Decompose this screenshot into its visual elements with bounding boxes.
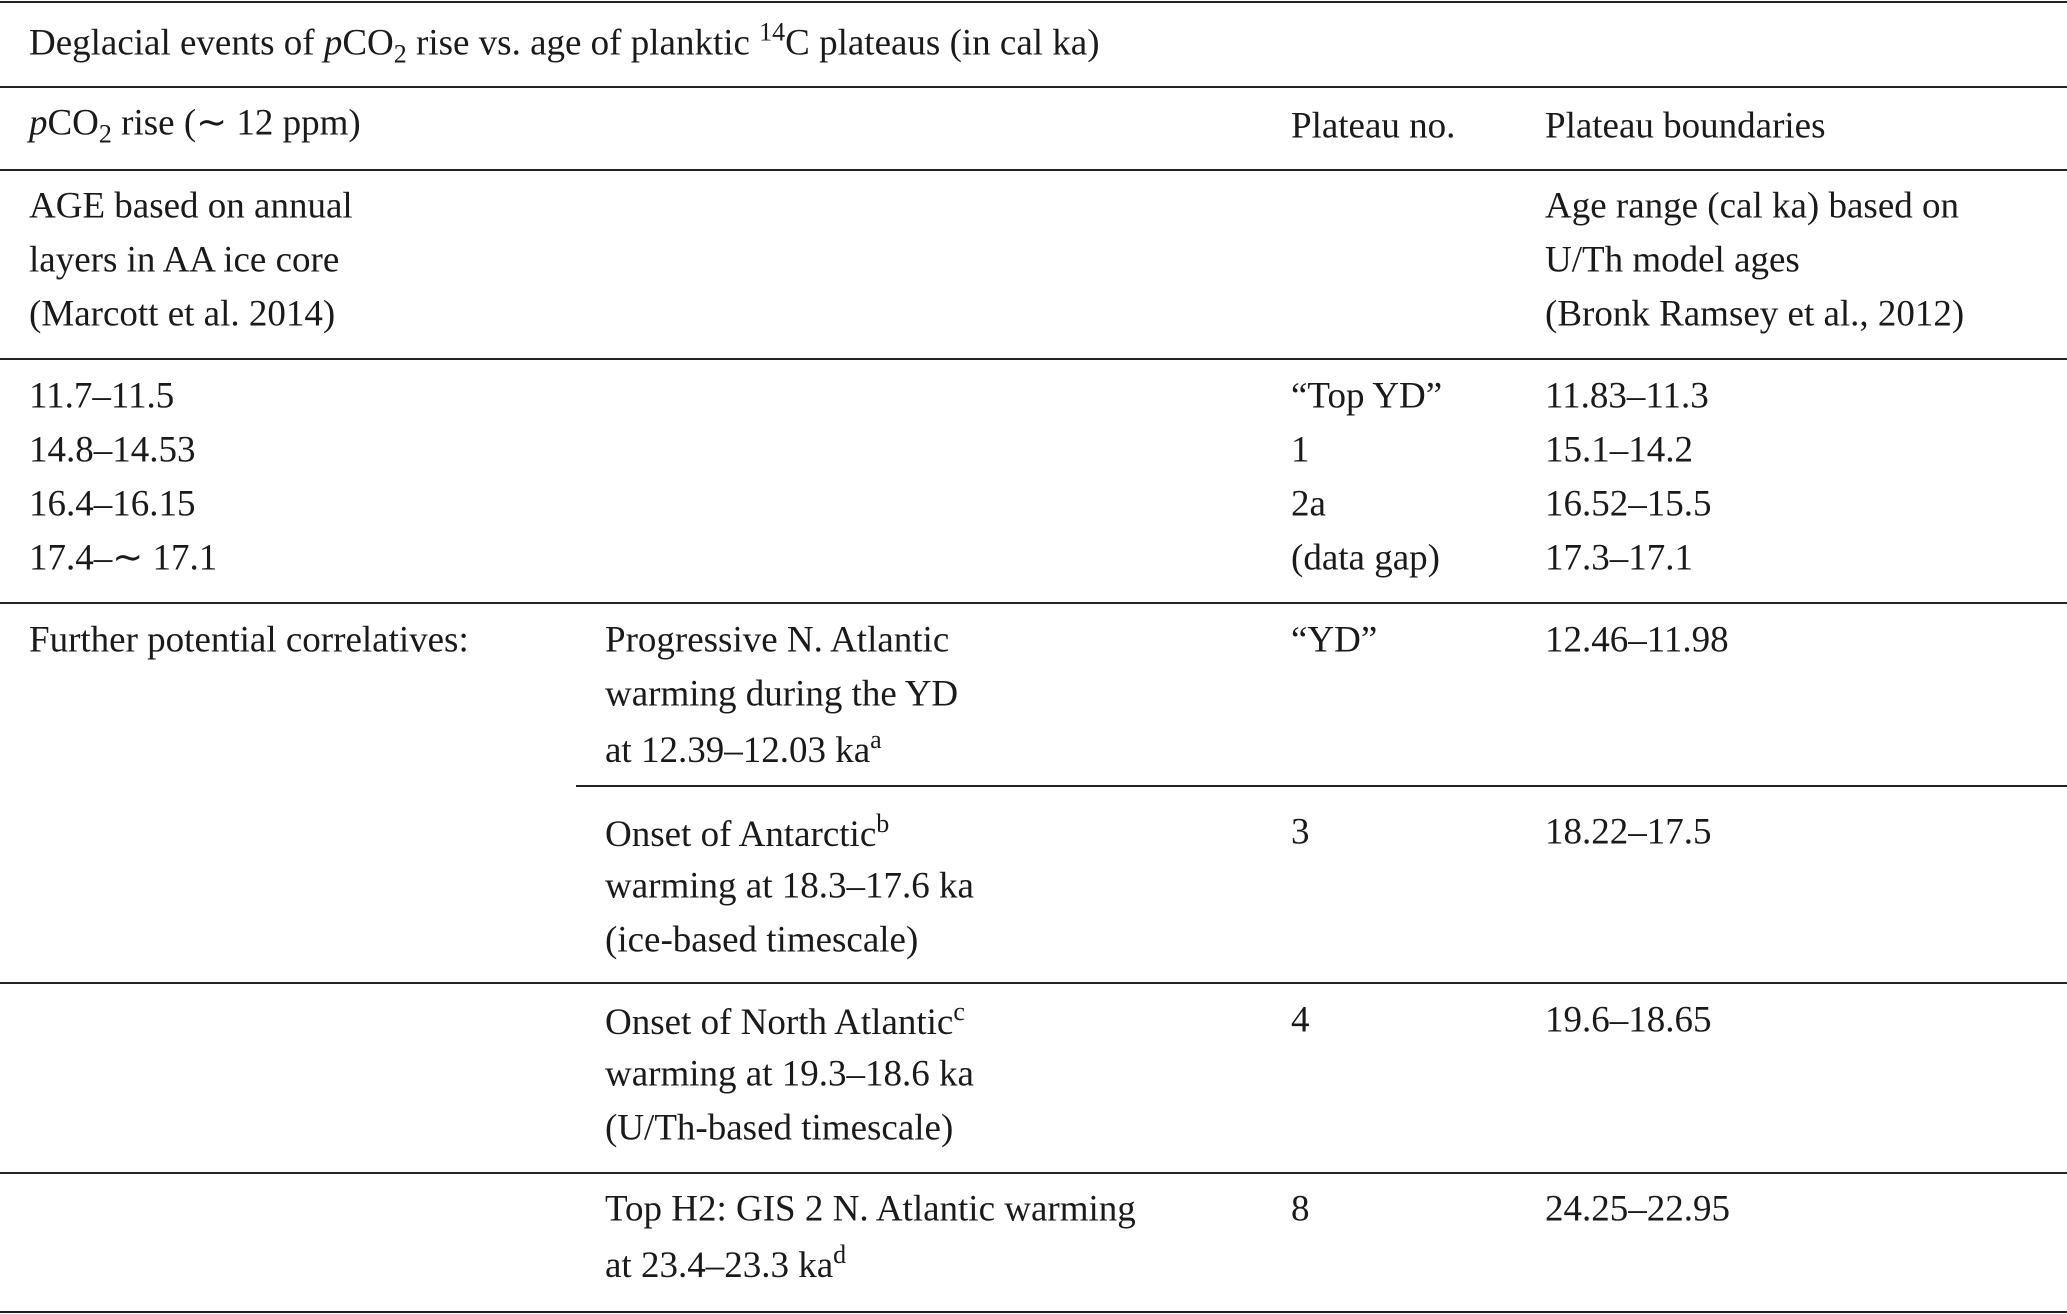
header-cell: Plateau boundaries	[1545, 105, 1826, 147]
event-line: at 12.39–12.03 kaa	[605, 724, 882, 771]
event-line-part: (ice-based timescale)	[605, 919, 919, 961]
header-cell: Plateau no.	[1291, 105, 1456, 147]
event-line: at 23.4–23.3 kad	[605, 1239, 847, 1286]
event-line-part: Top H2: GIS 2 N. Atlantic warming	[605, 1188, 1136, 1230]
event-line-part: d	[833, 1239, 847, 1269]
table-cell: 11.83–11.3	[1545, 375, 1709, 417]
rule	[0, 1311, 2067, 1313]
subheader-line: (Bronk Ramsey et al., 2012)	[1545, 293, 1965, 335]
header-cell-part: rise (∼ 12 ppm)	[111, 102, 361, 144]
event-line: Progressive N. Atlantic	[605, 622, 949, 659]
table-cell: 3	[1291, 811, 1310, 853]
caption-part: Deglacial events of	[29, 22, 324, 64]
event-line-part: Progressive N. Atlantic	[605, 619, 950, 661]
header-cell: pCO2 rise (∼ 12 ppm)	[29, 104, 361, 147]
subheader-line: layers in AA ice core	[29, 239, 340, 281]
table-cell: 15.1–14.2	[1545, 429, 1693, 471]
table-cell: 1	[1291, 429, 1310, 471]
event-line: warming at 18.3–17.6 ka	[605, 868, 974, 905]
event-line-part: a	[870, 724, 882, 754]
rule	[0, 169, 2067, 171]
rule	[0, 1172, 2067, 1174]
event-line: warming at 19.3–18.6 ka	[605, 1056, 974, 1093]
caption-part: p	[323, 22, 343, 64]
event-line-part: Onset of Antarctic	[605, 813, 877, 855]
subheader-line: (Marcott et al. 2014)	[29, 293, 336, 335]
event-line: Onset of North Atlanticc	[605, 996, 965, 1043]
event-line: Onset of Antarcticb	[605, 808, 890, 855]
rule	[0, 602, 2067, 604]
caption-part: 14	[759, 17, 786, 47]
event-line-part: warming during the YD	[605, 673, 959, 715]
table-cell: 24.25–22.95	[1545, 1188, 1730, 1230]
header-cell-part: 2	[98, 119, 112, 149]
rule	[0, 982, 2067, 984]
table-cell: 16.4–16.15	[29, 483, 196, 525]
table-cell: 4	[1291, 999, 1310, 1041]
table-cell: 11.7–11.5	[29, 375, 175, 417]
event-line-part: warming at 18.3–17.6 ka	[605, 865, 974, 907]
table-cell: 18.22–17.5	[1545, 811, 1712, 853]
table-cell: 8	[1291, 1188, 1310, 1230]
subheader-line: AGE based on annual	[29, 185, 353, 227]
rule	[576, 785, 2067, 787]
caption-part: CO	[342, 22, 394, 64]
event-line: (U/Th-based timescale)	[605, 1110, 953, 1147]
table-cell: 12.46–11.98	[1545, 619, 1729, 661]
rule	[0, 1, 2067, 3]
subheader-line: U/Th model ages	[1545, 239, 1800, 281]
rule	[0, 86, 2067, 88]
caption-part: C plateaus (in cal ka)	[785, 22, 1100, 64]
event-line-part: at 23.4–23.3 ka	[605, 1244, 834, 1286]
table-cell: 2a	[1291, 483, 1326, 525]
table-cell: (data gap)	[1291, 537, 1440, 579]
table-cell: 17.4–∼ 17.1	[29, 537, 218, 579]
caption: Deglacial events of pCO2 rise vs. age of…	[29, 17, 1100, 69]
caption-part: rise vs. age of planktic	[406, 22, 760, 64]
header-cell-part: p	[29, 102, 48, 144]
rule	[0, 358, 2067, 360]
table-cell: 14.8–14.53	[29, 429, 196, 471]
table-cell: 16.52–15.5	[1545, 483, 1712, 525]
table-cell: “YD”	[1291, 619, 1378, 661]
event-line-part: Onset of North Atlantic	[605, 1001, 954, 1043]
subheader-line: Age range (cal ka) based on	[1545, 185, 1959, 227]
event-line-part: at 12.39–12.03 ka	[605, 729, 871, 771]
event-line-part: warming at 19.3–18.6 ka	[605, 1053, 974, 1095]
row-label: Further potential correlatives:	[29, 619, 469, 661]
event-line: Top H2: GIS 2 N. Atlantic warming	[605, 1191, 1136, 1228]
event-line-part: c	[953, 996, 965, 1026]
event-line-part: b	[876, 808, 890, 838]
caption-part: 2	[393, 39, 407, 69]
table-cell: 17.3–17.1	[1545, 537, 1693, 579]
event-line: (ice-based timescale)	[605, 922, 918, 959]
table-cell: 19.6–18.65	[1545, 999, 1712, 1041]
event-line-part: (U/Th-based timescale)	[605, 1107, 954, 1149]
event-line: warming during the YD	[605, 676, 958, 713]
table-cell: “Top YD”	[1291, 375, 1443, 417]
header-cell-part: CO	[47, 102, 99, 144]
